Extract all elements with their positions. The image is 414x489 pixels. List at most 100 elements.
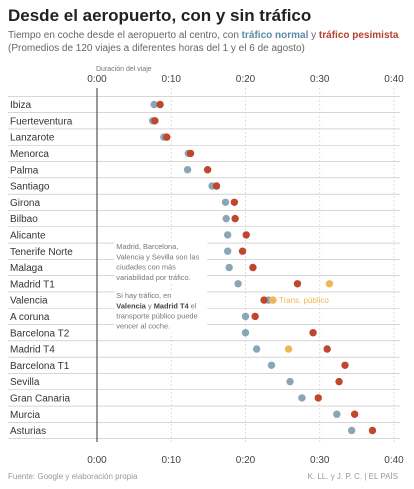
dot-normal — [225, 263, 233, 272]
category-label: Fuerteventura — [10, 116, 73, 127]
dot-pessimist — [335, 377, 343, 386]
annotation-line: transporte público puede — [116, 312, 197, 321]
dot-public_transport — [269, 296, 277, 304]
dot-normal — [150, 100, 158, 109]
dot-pessimist — [249, 263, 257, 272]
annotation-line: Valencia y Sevilla son las — [116, 252, 199, 261]
annotation-line: variabilidad por tráfico. — [116, 273, 190, 282]
dot-normal — [333, 410, 341, 418]
dot-normal — [183, 166, 192, 174]
dot-normal — [241, 312, 250, 321]
category-label: Alicante — [10, 231, 46, 242]
x-tick-label-top: 0:30 — [310, 74, 330, 85]
x-tick-label-bottom: 0:10 — [162, 455, 182, 466]
category-label: Palma — [10, 165, 39, 176]
dot-normal — [223, 247, 232, 255]
x-tick-label-top: 0:20 — [236, 74, 256, 85]
category-label: Barcelona T2 — [10, 328, 70, 339]
annotation-line: Valencia y Madrid T4 el — [116, 301, 196, 310]
dot-normal — [241, 329, 250, 337]
dot-pessimist — [309, 329, 317, 337]
source-note: Fuente: Google y elaboración propia — [8, 472, 138, 481]
annotation-text: Si hay tráfico, en — [116, 291, 171, 300]
category-label: Murcia — [10, 410, 40, 421]
public-transport-label: Trans. público — [279, 296, 330, 305]
dot-public_transport — [325, 280, 334, 288]
annotation-line: vencer al coche. — [116, 322, 170, 331]
dot-normal — [234, 280, 242, 288]
dot-pessimist — [163, 133, 171, 141]
dot-normal — [252, 345, 261, 353]
category-label: Tenerife Norte — [10, 247, 73, 258]
dot-pessimist — [242, 231, 250, 239]
subtitle-joiner: y — [308, 30, 319, 41]
annotation-backing — [114, 241, 208, 284]
dot-normal — [347, 426, 356, 435]
annotation-text: transporte público puede — [116, 312, 197, 321]
annotation-text: el — [189, 301, 197, 310]
annotation-text: vencer al coche. — [116, 322, 170, 331]
x-tick-label-bottom: 0:20 — [236, 455, 256, 466]
annotation-line: Madrid, Barcelona, — [116, 242, 178, 251]
annotation-text: Madrid T4 — [154, 301, 190, 310]
category-label: Ibiza — [10, 100, 32, 111]
annotation-text: y — [146, 301, 154, 310]
dot-pessimist — [231, 214, 239, 223]
category-label: Sevilla — [10, 377, 40, 388]
dot-pessimist — [350, 410, 359, 418]
dot-pessimist — [151, 117, 159, 125]
dot-pessimist — [368, 426, 377, 435]
dot-pessimist — [156, 100, 164, 109]
category-label: Menorca — [10, 149, 49, 160]
annotation-text: Madrid, Barcelona, — [116, 242, 178, 251]
chart-subtitle-note: (Promedios de 120 viajes a diferentes ho… — [8, 43, 305, 54]
x-tick-label-top: 0:40 — [384, 74, 404, 85]
dot-pessimist — [260, 296, 268, 304]
category-label: Malaga — [10, 263, 43, 274]
category-label: Gran Canaria — [10, 394, 70, 405]
category-label: Santiago — [10, 182, 50, 193]
dot-pessimist — [323, 345, 331, 353]
category-label: Valencia — [10, 296, 48, 307]
dot-normal — [221, 198, 230, 206]
dot-normal — [286, 377, 294, 386]
annotation-text: ciudades con más — [116, 263, 176, 272]
x-tick-label-top: 0:10 — [162, 74, 182, 85]
annotation-text: Valencia y Sevilla son las — [116, 252, 199, 261]
x-axis-title: Duración del viaje — [96, 66, 152, 73]
dot-pessimist — [341, 361, 349, 369]
category-label: A coruna — [10, 312, 50, 323]
legend-pessimist-traffic: tráfico pesimista — [318, 30, 399, 41]
x-tick-label-bottom: 0:40 — [384, 455, 404, 466]
dot-public_transport — [284, 345, 293, 353]
dot-pessimist — [212, 182, 221, 190]
category-label: Madrid T4 — [10, 345, 55, 356]
annotation-text: variabilidad por tráfico. — [116, 273, 190, 282]
dot-pessimist — [186, 149, 195, 158]
chart-subtitle: Tiempo en coche desde el aeropuerto al c… — [8, 30, 398, 41]
subtitle-prefix: Tiempo en coche desde el aeropuerto al c… — [8, 30, 242, 41]
dot-pessimist — [251, 312, 259, 321]
category-label: Girona — [10, 198, 40, 209]
dot-pessimist — [203, 166, 212, 174]
annotation-line: ciudades con más — [116, 263, 176, 272]
x-tick-label-bottom: 0:00 — [87, 455, 107, 466]
annotation-backing — [114, 290, 208, 333]
dot-normal — [298, 394, 306, 402]
category-label: Bilbao — [10, 214, 38, 225]
annotation-line: Si hay tráfico, en — [116, 291, 171, 300]
x-tick-label-bottom: 0:30 — [310, 455, 330, 466]
annotation-text: Valencia — [116, 301, 146, 310]
dot-normal — [267, 361, 276, 369]
chart-title: Desde el aeropuerto, con y sin tráfico — [8, 6, 312, 25]
category-label: Madrid T1 — [10, 279, 55, 290]
dot-normal — [223, 231, 232, 239]
x-tick-label-top: 0:00 — [87, 74, 107, 85]
dot-pessimist — [238, 247, 247, 255]
dot-normal — [222, 214, 230, 223]
credit-note: K. LL. y J. P. C. | EL PAÍS — [307, 472, 398, 481]
dot-pessimist — [230, 198, 239, 206]
dot-pessimist — [314, 394, 322, 402]
category-label: Lanzarote — [10, 133, 55, 144]
